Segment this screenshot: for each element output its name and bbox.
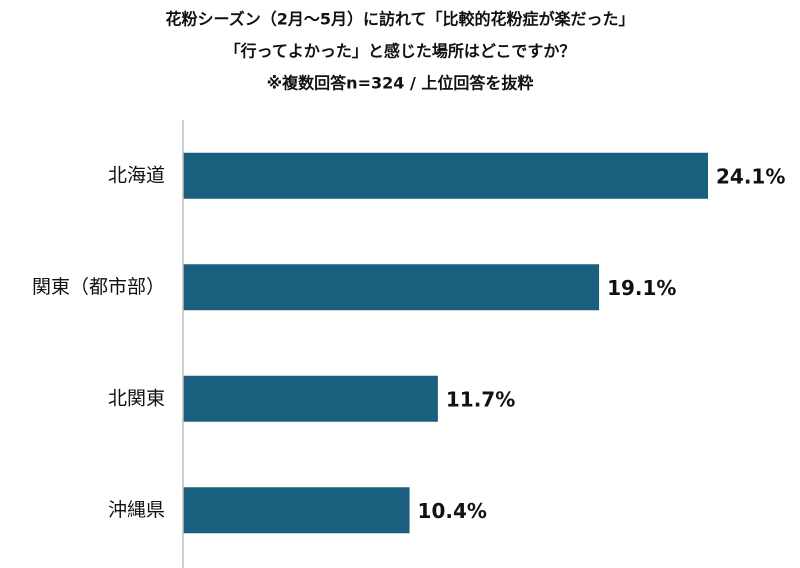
category-label: 関東（都市部） [32, 276, 165, 298]
bar [183, 152, 708, 199]
value-label: 10.4% [418, 499, 487, 523]
chart-title: 花粉シーズン（2月～5月）に訪れて「比較的花粉症が楽だった」 [166, 10, 635, 29]
category-label: 沖縄県 [108, 499, 165, 521]
category-label: 北海道 [108, 164, 165, 186]
chart-title: 「行ってよかった」と感じた場所はどこですか？ [225, 42, 576, 61]
bar [183, 487, 410, 534]
bar [183, 264, 600, 311]
bar [183, 375, 438, 422]
chart-title: ※複数回答n=324 / 上位回答を抜粋 [267, 74, 534, 93]
value-label: 19.1% [607, 276, 676, 300]
value-label: 11.7% [446, 387, 515, 411]
category-label: 北関東 [108, 387, 165, 409]
value-label: 24.1% [716, 164, 785, 188]
